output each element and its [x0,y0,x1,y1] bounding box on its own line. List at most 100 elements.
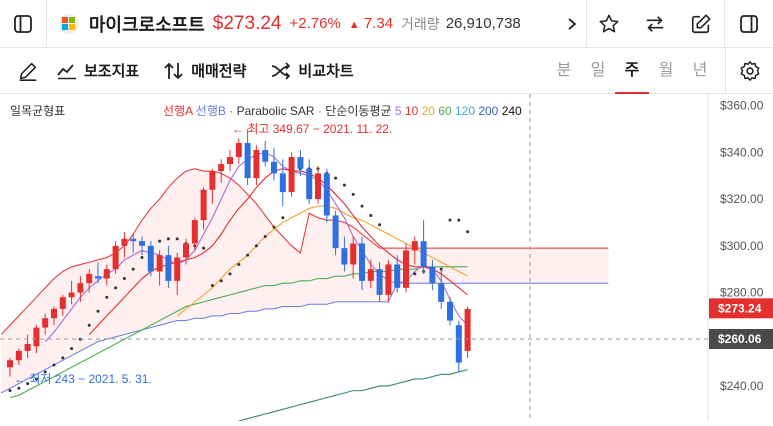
sar-point [26,382,30,386]
chart-area[interactable]: $360.00 $340.00 $320.00 $300.00 $280.00 $240.… [0,94,773,422]
candle [315,166,321,204]
candle-body [68,292,75,298]
candle-body [183,243,189,258]
candle-body [147,245,154,272]
sar-point [166,237,170,241]
sidebar-toggle-button[interactable] [0,0,46,48]
candle [86,269,93,293]
gear-icon [740,60,759,81]
ticker-summary[interactable]: 마이크로소프트 $273.24 +2.76% ▲ 7.34 거래량 26,910… [47,0,562,48]
sar-point [70,347,74,351]
sar-point [448,218,452,222]
sar-point [52,363,56,367]
candle [218,159,225,183]
candle-body [455,325,462,363]
sma-period-120: 120 [451,104,475,118]
expand-ticker-button[interactable] [562,0,582,48]
price-tick-label: $320.00 [720,192,764,206]
candle [271,147,277,181]
price-chart[interactable]: $360.00 $340.00 $320.00 $300.00 $280.00 $240.… [0,94,773,422]
crosshair-price-tag-bg [709,329,773,349]
period-day-tab[interactable]: 일 [590,61,606,79]
sar-point [466,230,470,234]
sar-point [61,356,65,360]
period-year-tab[interactable]: 년 [692,61,708,79]
strategy-button[interactable]: 매매전략 [163,60,246,81]
candle-body [297,157,304,169]
period-month-tab[interactable]: 월 [658,61,674,79]
low-annotation: ← 최저 243 − 2021. 5. 31. [14,372,152,386]
swap-button[interactable] [632,0,678,48]
candle-body [24,343,31,351]
compare-button[interactable]: 비교차트 [270,60,354,81]
sar-point [96,309,100,313]
candle-body [51,308,57,319]
candle [438,269,445,309]
candle [350,236,357,279]
right-panel-toggle-button[interactable] [725,0,773,48]
sar-point [342,183,346,187]
change-percent: +2.76% [289,15,341,32]
candle-body [200,189,207,221]
candle-body [112,245,119,270]
candle-body [235,143,242,158]
edit-button[interactable] [678,0,724,48]
candle-body [315,173,321,200]
candle-body [385,264,392,295]
candle [323,168,330,223]
candle [447,297,453,326]
leading-span-b-line [0,282,609,394]
favorite-button[interactable] [587,0,633,48]
candle [103,264,110,286]
period-week-tab[interactable]: 주 [615,48,649,94]
candle [7,357,13,377]
candle [95,262,101,284]
sma-periods-legend: 5 10 20 60 120 200 240 [395,104,522,118]
price-tick-label: $280.00 [720,286,764,300]
sar-point [254,244,258,248]
candle [455,320,462,372]
sar-point [219,279,223,283]
sma-period-240: 240 [498,104,522,118]
candle-body [262,150,269,162]
candle [403,243,409,293]
candle [15,348,22,365]
volume-value: 26,910,738 [445,15,521,32]
volume-label: 거래량 [401,15,440,32]
line-chart-icon [57,63,76,79]
divider [585,0,587,48]
price-tick-label: $360.00 [720,99,764,113]
candle-body [156,255,163,272]
sar-point [105,295,109,299]
price-tick-label: $240.00 [720,379,764,393]
candle [51,306,57,326]
chevron-right-icon [567,17,576,30]
candle-body [86,273,93,284]
candle-body [253,150,260,179]
indicators-button[interactable]: 보조지표 [56,60,139,81]
microsoft-logo [58,13,79,34]
candle-body [376,269,383,295]
candle [253,145,260,186]
candle [165,245,172,288]
candle-body [244,143,251,179]
sar-point [43,370,47,374]
sar-point [140,256,144,259]
compare-label: 비교차트 [298,63,354,80]
period-minute-tab[interactable]: 분 [556,61,572,79]
candle [112,241,119,274]
divider [45,0,47,48]
candle [77,276,84,302]
drawing-tool-button[interactable] [0,47,56,95]
candle-body [174,257,181,281]
candle [385,259,392,302]
sar-point [122,277,126,281]
candle-body [7,360,13,368]
chart-toolbar: 보조지표 매매전략 비교차트 분 일 주 월 년 [0,47,773,95]
settings-button[interactable] [726,48,773,94]
candle [411,236,418,265]
updown-arrows-icon [164,62,183,79]
star-icon [599,14,619,32]
candle-body [218,164,225,172]
sar-point [237,263,241,267]
